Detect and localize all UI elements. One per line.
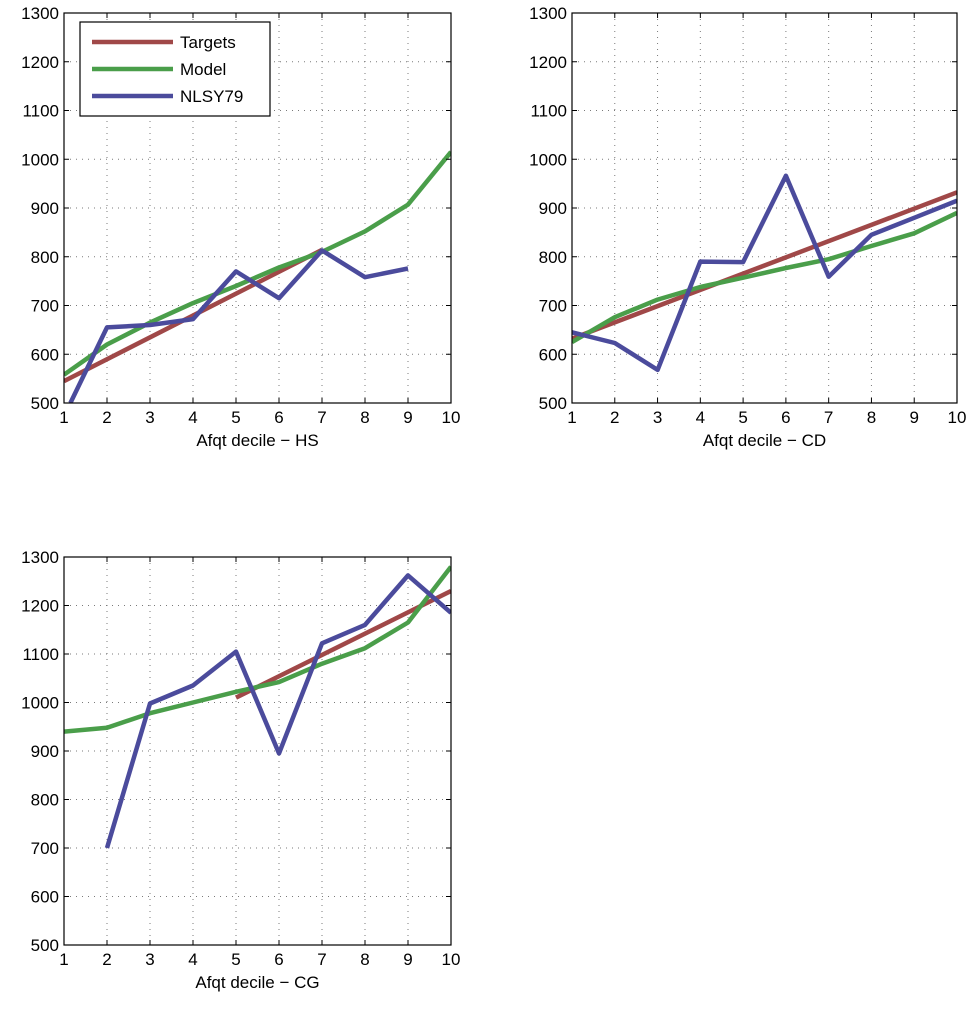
- x-tick-label: 5: [231, 408, 240, 427]
- y-tick-label: 800: [31, 248, 59, 267]
- y-tick-label: 700: [31, 839, 59, 858]
- y-tick-label: 1300: [21, 4, 59, 23]
- x-tick-label: 1: [59, 408, 68, 427]
- chart-cg: 1 2 3 4 5 6 7 8 9 10 500 600 700 800 900 1000 1100 1200 13…: [21, 548, 460, 992]
- y-tick-label: 1100: [530, 102, 567, 121]
- y-tick-label: 700: [31, 297, 59, 316]
- series-line-nlsy79: [68, 248, 409, 403]
- chart-hs: 1 2 3 4 5 6 7 8 9 10 500 600 700 800 900 1000 1100 1200 13…: [21, 4, 460, 450]
- x-axis-title: Afqt decile − HS: [196, 431, 318, 450]
- x-tick-label: 10: [442, 408, 461, 427]
- series-line-targets: [572, 190, 957, 341]
- x-tick-label: 8: [360, 408, 369, 427]
- x-tick-label: 2: [102, 408, 111, 427]
- series-line-nlsy79: [104, 573, 451, 849]
- y-tick-label: 1100: [22, 102, 59, 121]
- y-tick-label: 600: [539, 345, 567, 364]
- x-tick-label: 7: [824, 408, 833, 427]
- y-tick-label: 900: [31, 199, 59, 218]
- y-tick-label: 600: [31, 888, 59, 907]
- x-tick-label: 3: [145, 408, 154, 427]
- x-tick-label: 8: [867, 408, 876, 427]
- y-tick-label: 1300: [529, 4, 567, 23]
- x-tick-label: 1: [59, 950, 68, 969]
- x-tick-label: 3: [653, 408, 662, 427]
- y-tick-label: 1000: [21, 150, 59, 169]
- series-line-targets: [64, 247, 324, 384]
- y-tick-label: 1200: [21, 597, 59, 616]
- x-tick-label: 1: [567, 408, 576, 427]
- legend: Targets Model NLSY79: [79, 21, 271, 117]
- series-line-model: [64, 565, 451, 734]
- x-tick-label: 9: [909, 408, 918, 427]
- y-tick-label: 1200: [21, 53, 59, 72]
- x-tick-label: 3: [145, 950, 154, 969]
- axes-frame: [63, 556, 452, 946]
- x-axis-title: Afqt decile − CG: [195, 973, 319, 992]
- x-tick-label: 4: [696, 408, 705, 427]
- x-tick-label: 9: [403, 408, 412, 427]
- y-tick-label: 1300: [21, 548, 59, 567]
- series-line-targets: [235, 588, 451, 700]
- y-tick-label: 600: [31, 345, 59, 364]
- y-tick-label: 700: [539, 297, 567, 316]
- x-tick-label: 4: [188, 950, 197, 969]
- legend-label: Model: [180, 60, 226, 79]
- x-axis-title: Afqt decile − CD: [703, 431, 826, 450]
- y-tick-label: 1000: [529, 150, 567, 169]
- chart-cd: 1 2 3 4 5 6 7 8 9 10 500 600 700 800 900 1000 1100 1200 13…: [529, 4, 966, 450]
- y-tick-label: 500: [539, 394, 567, 413]
- x-tick-label: 9: [403, 950, 412, 969]
- y-tick-label: 500: [31, 936, 59, 955]
- y-tick-label: 1200: [529, 53, 567, 72]
- legend-label: NLSY79: [180, 87, 243, 106]
- y-tick-label: 1100: [22, 645, 59, 664]
- x-tick-label: 4: [188, 408, 197, 427]
- x-tick-label: 5: [738, 408, 747, 427]
- series-line-model: [572, 210, 957, 345]
- y-tick-label: 800: [31, 791, 59, 810]
- legend-label: Targets: [180, 33, 236, 52]
- x-tick-label: 6: [781, 408, 790, 427]
- x-tick-label: 10: [442, 950, 461, 969]
- x-tick-label: 5: [231, 950, 240, 969]
- y-tick-label: 900: [539, 199, 567, 218]
- x-tick-label: 8: [360, 950, 369, 969]
- x-tick-label: 6: [274, 408, 283, 427]
- x-tick-label: 2: [610, 408, 619, 427]
- y-tick-label: 900: [31, 742, 59, 761]
- x-tick-label: 2: [102, 950, 111, 969]
- series-line-model: [64, 150, 451, 377]
- series-group: [64, 150, 451, 403]
- y-tick-label: 800: [539, 248, 567, 267]
- x-tick-label: 6: [274, 950, 283, 969]
- series-group: [64, 565, 451, 849]
- y-tick-label: 500: [31, 394, 59, 413]
- x-tick-label: 7: [317, 950, 326, 969]
- x-tick-label: 7: [317, 408, 326, 427]
- x-tick-label: 10: [948, 408, 967, 427]
- series-line-nlsy79: [572, 173, 957, 373]
- y-tick-label: 1000: [21, 694, 59, 713]
- series-group: [572, 173, 957, 373]
